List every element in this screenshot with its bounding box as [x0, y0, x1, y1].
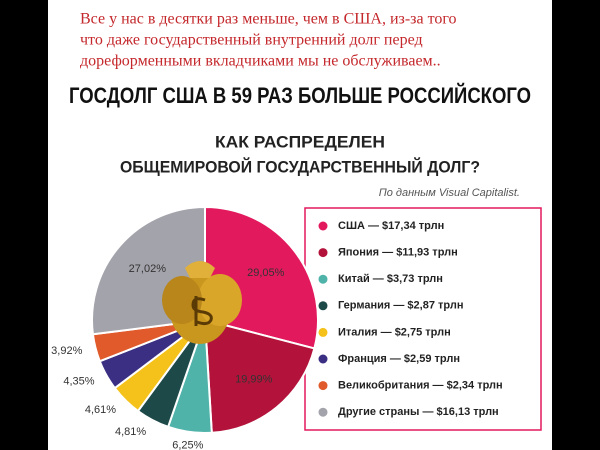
legend-label: Другие страны — $16,13 трлн [338, 406, 499, 418]
header-line: Все у нас в десятки раз меньше, чем в СШ… [80, 11, 457, 28]
header-line: дореформенными вкладчиками мы не обслужи… [80, 53, 441, 70]
source: По данным Visual Capitalist. [379, 187, 520, 199]
legend-marker [318, 301, 328, 311]
chart-title: ГОСДОЛГ США В 59 РАЗ БОЛЬШЕ РОССИЙСКОГО [69, 83, 531, 108]
legend-label: Китай — $3,73 трлн [338, 273, 443, 285]
legend-label: Япония — $11,93 трлн [338, 247, 458, 259]
data-label: 29,05% [247, 267, 285, 279]
data-label: 3,92% [51, 345, 82, 357]
legend-marker [318, 407, 328, 417]
legend-marker [318, 221, 328, 231]
legend-box [304, 207, 542, 431]
legend-label: Германия — $2,87 трлн [338, 300, 463, 312]
data-label: 4,61% [85, 404, 116, 416]
money-bags [162, 261, 242, 344]
legend-marker [318, 381, 328, 391]
header-line: что даже государственный внутренний долг… [80, 32, 423, 49]
legend-label: Великобритания — $2,34 трлн [338, 380, 503, 392]
subtitle: КАК РАСПРЕДЕЛЕН [215, 132, 385, 151]
legend-marker [318, 274, 328, 284]
legend-label: Франция — $2,59 трлн [338, 353, 460, 365]
pie-slice [203, 318, 316, 434]
subtitle: ОБЩЕМИРОВОЙ ГОСУДАРСТВЕННЫЙ ДОЛГ? [120, 157, 480, 176]
data-label: 4,81% [115, 426, 146, 438]
legend-marker [318, 327, 328, 337]
data-label: 4,35% [63, 376, 94, 388]
legend-marker [318, 354, 328, 364]
data-label: 27,02% [129, 263, 167, 275]
legend-label: Италия — $2,75 трлн [338, 326, 451, 338]
data-label: 19,99% [235, 373, 273, 385]
legend-label: США — $17,34 трлн [338, 220, 444, 232]
legend-marker [318, 248, 328, 258]
data-label: 6,25% [172, 439, 203, 450]
